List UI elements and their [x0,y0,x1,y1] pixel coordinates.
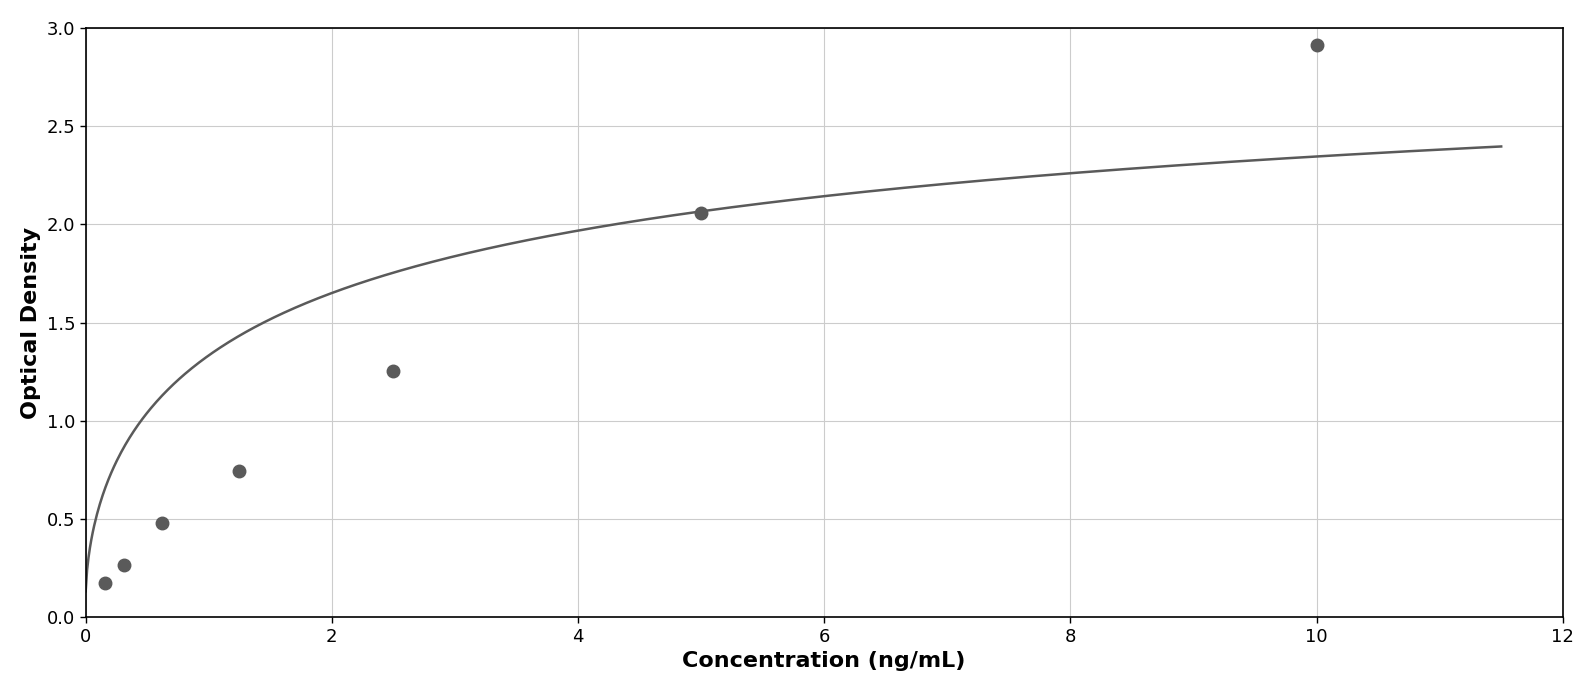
Point [1303,39,1329,50]
Point [150,518,175,529]
Point [226,465,252,476]
Point [381,365,407,376]
Point [112,560,137,571]
Y-axis label: Optical Density: Optical Density [21,226,41,419]
Point [689,208,715,219]
Point [93,577,118,588]
X-axis label: Concentration (ng/mL): Concentration (ng/mL) [683,651,967,671]
